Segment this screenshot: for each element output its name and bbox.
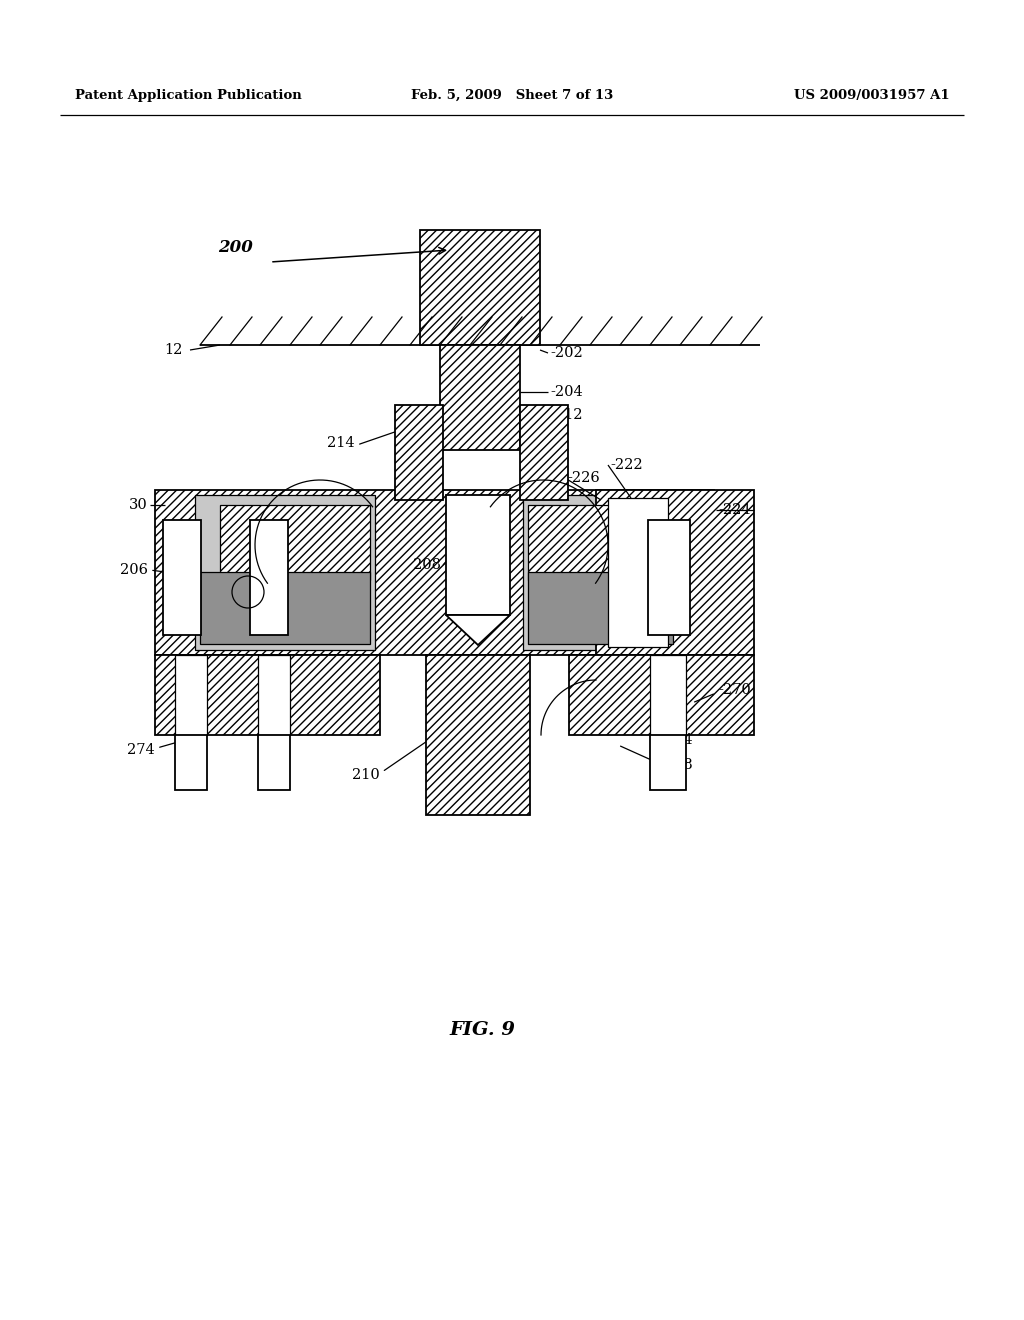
Bar bbox=[258, 735, 290, 789]
Text: 214: 214 bbox=[328, 436, 355, 450]
Text: -270: -270 bbox=[718, 682, 751, 697]
Text: -228: -228 bbox=[660, 758, 693, 772]
Bar bbox=[250, 520, 288, 635]
Bar bbox=[446, 495, 510, 615]
Text: 30: 30 bbox=[129, 498, 148, 512]
Bar bbox=[650, 655, 686, 735]
Text: -212: -212 bbox=[550, 408, 583, 422]
Text: -202: -202 bbox=[550, 346, 583, 360]
Text: -222: -222 bbox=[610, 458, 643, 473]
Bar bbox=[155, 490, 714, 655]
Text: US 2009/0031957 A1: US 2009/0031957 A1 bbox=[795, 88, 950, 102]
Bar bbox=[608, 498, 668, 647]
Text: 200: 200 bbox=[218, 239, 253, 256]
Text: 210: 210 bbox=[352, 768, 380, 781]
Bar bbox=[520, 405, 568, 500]
Text: Patent Application Publication: Patent Application Publication bbox=[75, 88, 302, 102]
Text: Feb. 5, 2009   Sheet 7 of 13: Feb. 5, 2009 Sheet 7 of 13 bbox=[411, 88, 613, 102]
Text: -204: -204 bbox=[550, 385, 583, 399]
Bar bbox=[395, 405, 443, 500]
Bar bbox=[648, 520, 690, 635]
Bar bbox=[569, 655, 754, 735]
Bar bbox=[195, 495, 375, 649]
Text: -274: -274 bbox=[660, 733, 692, 747]
Bar bbox=[258, 655, 290, 735]
Bar bbox=[440, 345, 520, 450]
Bar bbox=[596, 490, 754, 655]
Bar bbox=[163, 520, 201, 635]
Bar bbox=[523, 495, 678, 649]
Bar bbox=[175, 735, 207, 789]
Text: FIG. 9: FIG. 9 bbox=[449, 1020, 515, 1039]
Text: 206: 206 bbox=[120, 564, 148, 577]
Text: -226: -226 bbox=[567, 471, 600, 484]
Bar bbox=[200, 572, 370, 644]
Bar bbox=[528, 506, 663, 579]
Bar bbox=[528, 572, 673, 644]
Text: 274: 274 bbox=[127, 743, 155, 756]
Bar bbox=[155, 655, 380, 735]
Polygon shape bbox=[446, 615, 510, 645]
Bar bbox=[420, 230, 540, 345]
Bar bbox=[426, 655, 530, 814]
Text: 208: 208 bbox=[413, 558, 441, 572]
Text: 12: 12 bbox=[165, 343, 183, 356]
Bar bbox=[175, 655, 207, 735]
Text: -224: -224 bbox=[718, 503, 751, 517]
Bar bbox=[650, 735, 686, 789]
Bar bbox=[220, 506, 370, 579]
